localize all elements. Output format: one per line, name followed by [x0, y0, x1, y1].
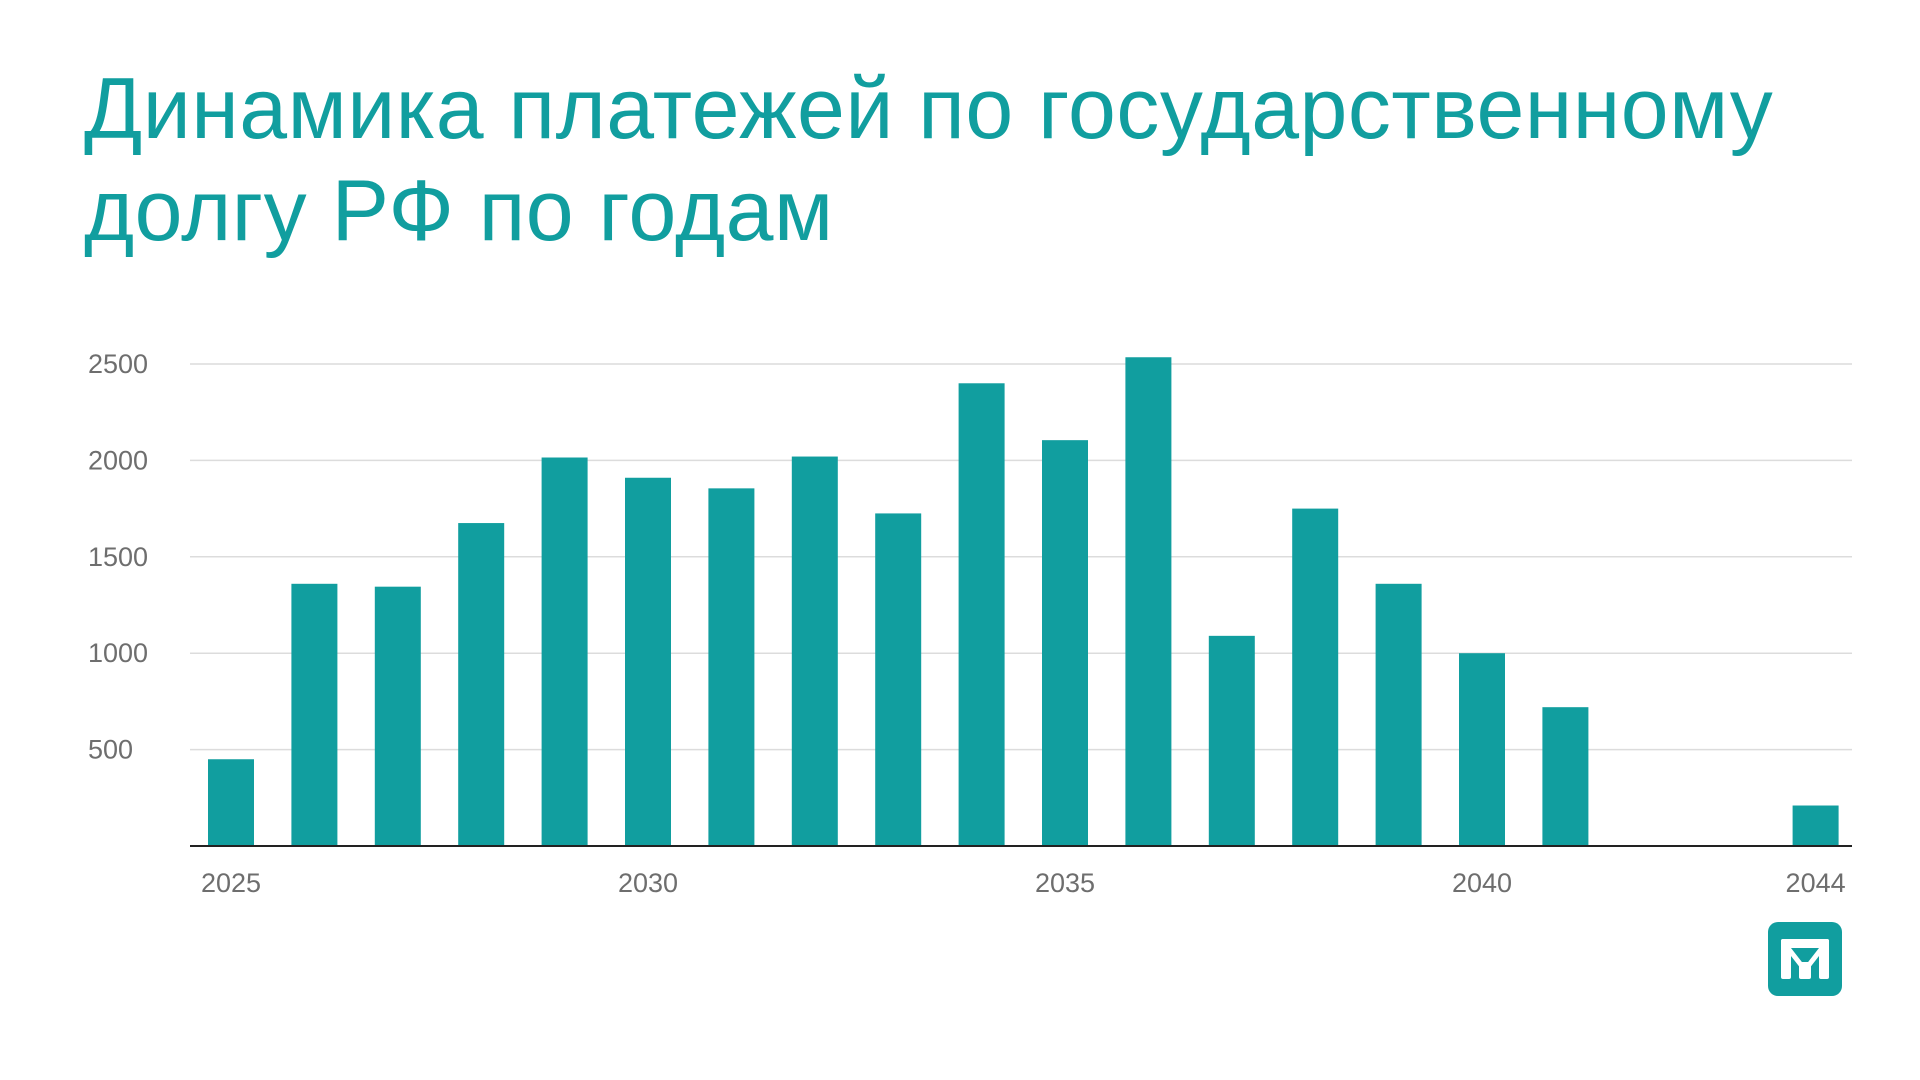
bar-2032	[791, 456, 838, 846]
bar-2028	[458, 523, 505, 846]
y-tick-label: 500	[88, 735, 133, 765]
y-tick-label: 2000	[88, 445, 148, 475]
y-tick-label: 1500	[88, 542, 148, 572]
y-tick-label: 2500	[88, 349, 148, 379]
bar-2027	[374, 586, 421, 846]
bar-2030	[625, 477, 671, 846]
bar-2040	[1459, 653, 1505, 846]
x-tick-label: 2040	[1452, 868, 1512, 898]
x-tick-label: 2044	[1786, 868, 1846, 898]
bar-2044	[1792, 805, 1839, 846]
bar-2038	[1292, 508, 1339, 846]
grid-lines	[190, 363, 1852, 751]
x-tick-label: 2035	[1035, 868, 1095, 898]
x-tick-labels: 2025 2030 2035 2040 2044	[201, 868, 1846, 898]
bar-2026	[291, 583, 338, 846]
page-title: Динамика платежей по государственному до…	[84, 61, 1774, 259]
bar-2037	[1208, 635, 1255, 846]
bar-2025	[208, 759, 254, 846]
y-tick-labels: 500 1000 1500 2000 2500	[88, 349, 148, 765]
bars	[208, 357, 1839, 846]
bar-2041	[1542, 707, 1589, 846]
bar-2034	[958, 383, 1005, 846]
bar-2039	[1375, 583, 1422, 846]
bar-2029	[541, 457, 588, 846]
x-tick-label: 2025	[201, 868, 261, 898]
x-tick-label: 2030	[618, 868, 678, 898]
bar-2035	[1042, 440, 1088, 846]
bar-2036	[1125, 357, 1172, 846]
y-tick-label: 1000	[88, 638, 148, 668]
bar-2031	[708, 488, 755, 846]
bar-2033	[875, 513, 922, 846]
brand-logo-icon	[1768, 922, 1842, 996]
